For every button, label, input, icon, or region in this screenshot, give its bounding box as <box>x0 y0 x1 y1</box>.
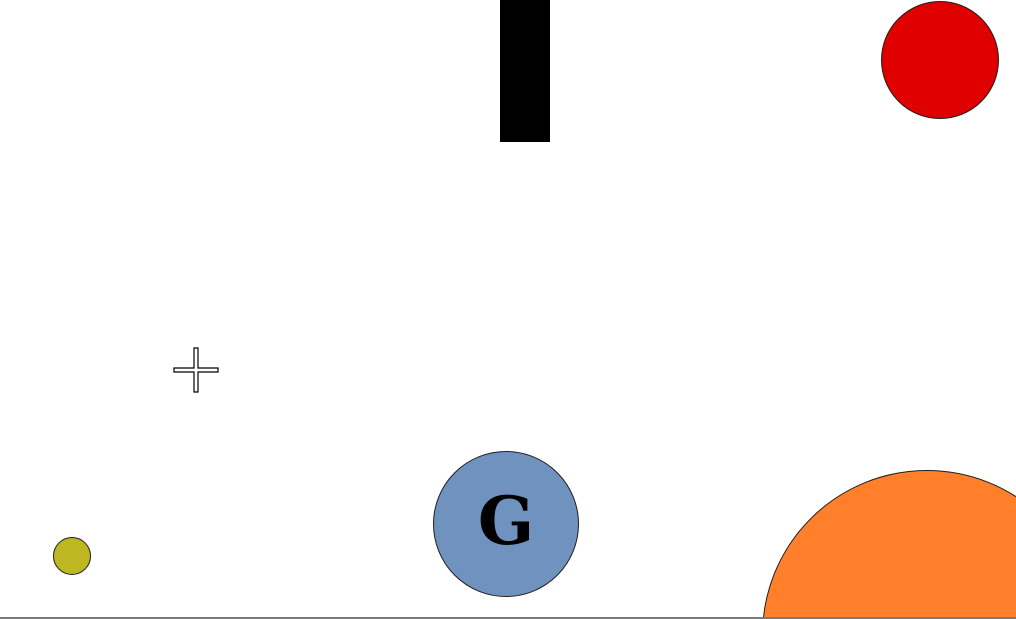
goal-label: G <box>478 488 534 554</box>
orange-ball[interactable] <box>762 470 1016 619</box>
goal-ball[interactable]: G <box>433 451 579 597</box>
red-ball[interactable] <box>881 1 999 119</box>
crosshair-icon <box>173 347 219 393</box>
black-pillar <box>500 0 550 142</box>
yellow-ball[interactable] <box>53 537 91 575</box>
